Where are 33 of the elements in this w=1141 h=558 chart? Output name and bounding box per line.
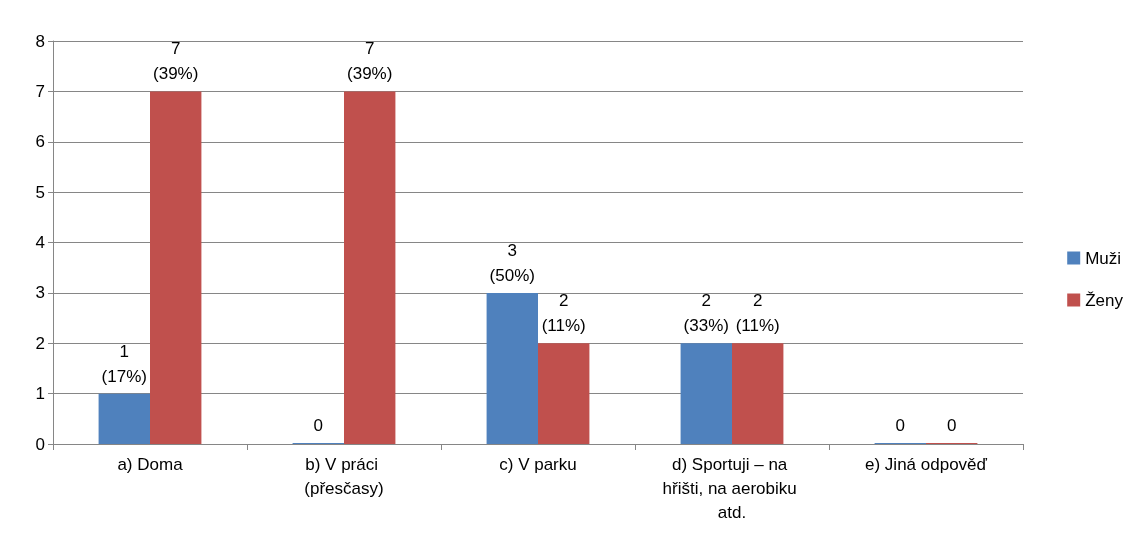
data-label: 0 — [313, 416, 324, 435]
x-tick-label: a) Doma — [117, 454, 184, 474]
bar — [732, 343, 784, 444]
x-tick-label: d) Sportuji – na hřišti, na aerobiku atd. — [662, 454, 802, 522]
y-tick-label: 6 — [35, 132, 45, 152]
data-label: 2 (33%) — [683, 291, 729, 336]
y-tick-label: 7 — [35, 81, 45, 101]
x-tick-label: e) Jiná odpověď — [865, 454, 988, 474]
legend-label: Ženy — [1085, 290, 1124, 310]
legend-label: Muži — [1085, 248, 1122, 268]
bar — [538, 343, 590, 444]
y-tick-label: 0 — [35, 434, 45, 454]
data-label: 0 — [946, 416, 957, 435]
bar — [150, 91, 202, 444]
bar — [486, 292, 538, 444]
y-tick-label: 2 — [35, 333, 45, 353]
x-tick-label: c) V parku — [499, 454, 577, 474]
data-label: 3 (50%) — [489, 240, 535, 285]
y-tick-label: 3 — [35, 283, 45, 303]
data-label: 0 — [895, 416, 906, 435]
y-tick-label: 4 — [35, 233, 45, 252]
bar — [344, 91, 396, 444]
bar — [680, 343, 732, 444]
data-label: 1 (17%) — [101, 341, 147, 386]
bar — [98, 393, 150, 444]
data-label: 2 (11%) — [735, 291, 780, 336]
x-tick-label: b) V práci (přesčasy) — [304, 454, 384, 498]
y-tick-label: 1 — [35, 384, 45, 404]
y-tick-label: 5 — [35, 182, 45, 202]
data-label: 7 (39%) — [347, 39, 393, 84]
data-label: 7 (39%) — [153, 39, 199, 84]
y-tick-label: 8 — [35, 31, 45, 51]
data-label: 2 (11%) — [541, 291, 586, 336]
